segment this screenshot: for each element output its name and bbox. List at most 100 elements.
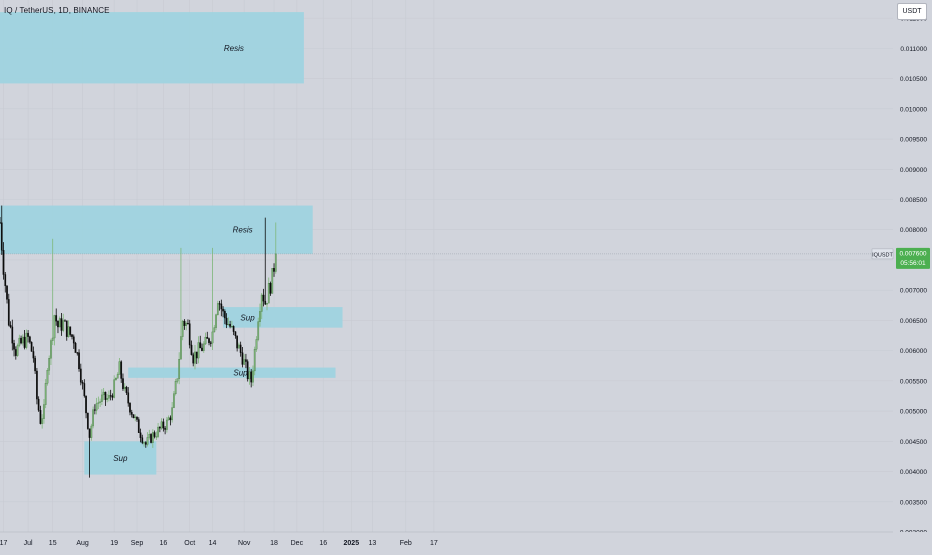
candle-body: [190, 344, 193, 355]
y-tick-label: 0.005500: [900, 378, 927, 385]
candle-body: [162, 421, 165, 429]
candle-body: [187, 323, 189, 325]
x-tick-label: 16: [159, 540, 167, 547]
candle-body: [271, 268, 274, 294]
y-tick-label: 0.003500: [900, 499, 927, 506]
candle-body: [136, 416, 138, 420]
candle-body: [192, 354, 195, 364]
zone-sup: [84, 441, 157, 475]
candle-body: [60, 318, 63, 331]
x-tick-label: 13: [369, 540, 377, 547]
candle-body: [88, 428, 91, 438]
candle-body: [171, 407, 173, 421]
candle-body: [194, 351, 196, 364]
price-axis[interactable]: [893, 0, 932, 550]
candle-body: [146, 437, 149, 445]
candle-body: [92, 409, 94, 427]
symbol-tag-label: IQUSDT: [872, 252, 893, 258]
candle-body: [259, 311, 261, 322]
candle-body: [202, 343, 205, 351]
y-tick-label: 0.010500: [900, 76, 927, 83]
candle-body: [159, 426, 161, 429]
x-tick-label: 15: [49, 540, 57, 547]
candle-body: [79, 368, 82, 383]
candle-body: [208, 338, 210, 343]
candle-body: [43, 404, 45, 419]
x-tick-label: Nov: [238, 540, 251, 547]
x-tick-label: 14: [209, 540, 217, 547]
candle-body: [9, 324, 12, 328]
candle-body: [264, 300, 267, 305]
candle-body: [267, 283, 270, 304]
candle-body: [85, 395, 87, 414]
candle-body: [243, 359, 246, 365]
candle-body: [239, 344, 242, 353]
y-tick-label: 0.008500: [900, 197, 927, 204]
candle-body: [134, 416, 137, 419]
candle-body: [25, 332, 28, 348]
candle-body: [32, 351, 35, 359]
candle-body: [71, 334, 73, 337]
candle-body: [181, 320, 184, 337]
candle-body: [44, 383, 47, 405]
candle-body: [180, 336, 182, 360]
candle-body: [81, 382, 84, 384]
candle-body: [55, 315, 58, 322]
x-tick-label: 2025: [344, 540, 360, 547]
candle-body: [50, 340, 52, 359]
candle-body: [123, 386, 126, 389]
candle-body: [143, 442, 145, 444]
candle-body: [223, 311, 226, 319]
candle-body: [231, 326, 233, 328]
y-tick-label: 0.004000: [900, 469, 927, 476]
candle-body: [27, 332, 29, 337]
candle-body: [273, 268, 275, 272]
candle-body: [197, 342, 200, 359]
candle-body: [130, 412, 133, 415]
candle-body: [48, 358, 51, 371]
candle-body: [106, 398, 109, 400]
candle-body: [178, 358, 181, 379]
zone-label: Sup: [240, 313, 255, 322]
candle-body: [144, 442, 147, 445]
zone-resis: [0, 205, 313, 254]
candle-body: [248, 371, 251, 380]
candle-body: [111, 395, 114, 398]
candle-body: [30, 341, 33, 352]
x-tick-label: 18: [270, 540, 278, 547]
candle-body: [266, 302, 268, 305]
candle-body: [69, 326, 72, 335]
zone-label: Resis: [233, 226, 253, 235]
candle-body: [174, 381, 177, 395]
x-tick-label: 17: [0, 540, 8, 547]
candle-body: [6, 285, 8, 300]
candle-body: [218, 303, 221, 305]
time-axis[interactable]: [0, 532, 932, 550]
candle-body: [21, 336, 24, 344]
candle-body: [20, 337, 22, 344]
candle-body: [4, 274, 7, 287]
y-tick-label: 0.011000: [900, 46, 927, 53]
candle-body: [120, 361, 123, 379]
y-tick-label: 0.007000: [900, 288, 927, 295]
candle-body: [206, 336, 209, 339]
currency-button[interactable]: USDT: [897, 3, 927, 20]
candle-body: [2, 250, 5, 275]
candle-body: [209, 342, 212, 344]
candle-body: [173, 393, 175, 408]
candle-body: [199, 342, 202, 349]
candle-body: [245, 359, 247, 362]
candle-body: [150, 434, 152, 443]
y-tick-label: 0.006500: [900, 318, 927, 325]
candle-body: [65, 320, 68, 337]
candle-body: [269, 283, 272, 294]
candle-body: [11, 326, 14, 344]
zone-label: Sup: [233, 369, 248, 378]
x-tick-label: Oct: [184, 540, 195, 547]
candle-body: [76, 352, 79, 354]
candle-countdown: 05:56:01: [900, 260, 926, 267]
candle-body: [118, 361, 121, 375]
y-tick-label: 0.009000: [900, 167, 927, 174]
